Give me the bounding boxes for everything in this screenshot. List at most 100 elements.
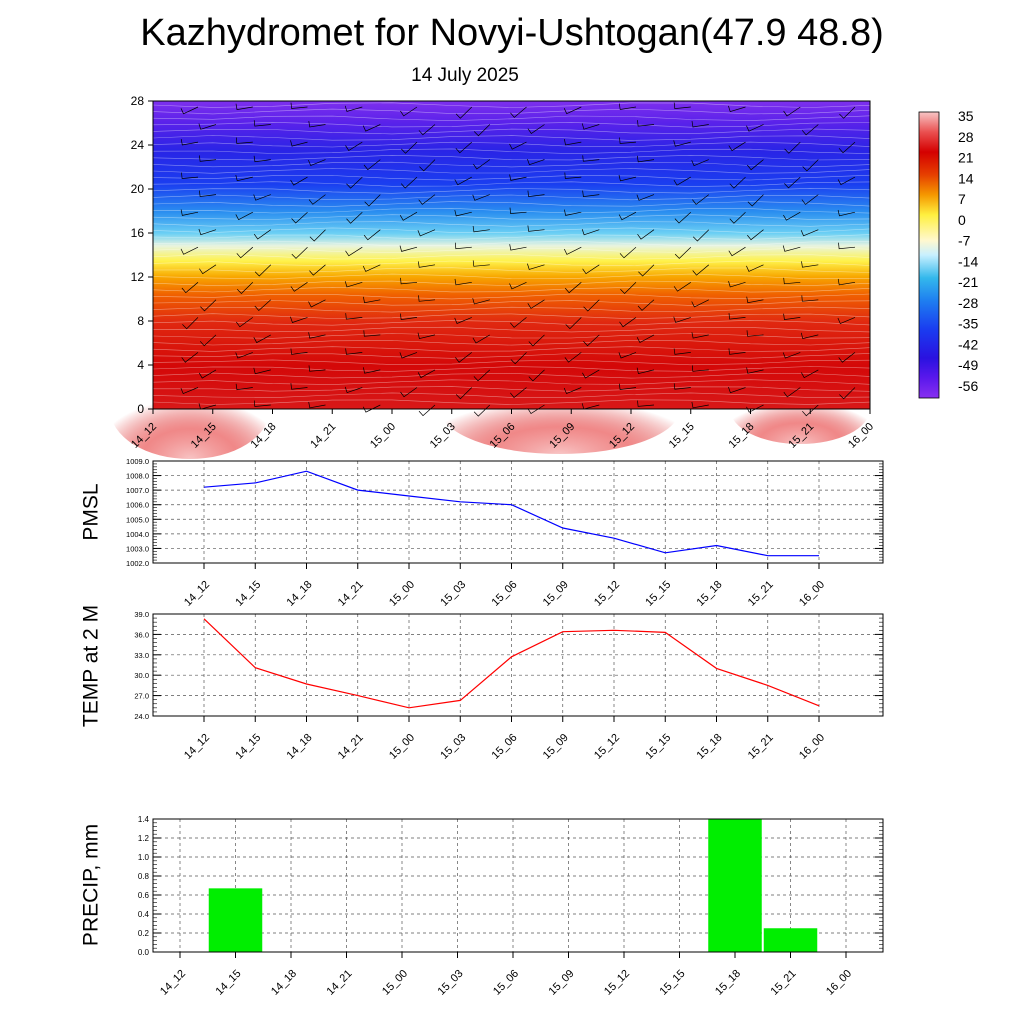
- contour-line: [152, 168, 871, 174]
- wind-barb: [637, 299, 655, 311]
- wind-barb: [308, 159, 326, 167]
- wind-barb: [418, 194, 436, 205]
- temp-panel: 24.0 27.0 30.0 33.0 36.0 39.0 14_12 14_15 14_18 1…: [80, 605, 884, 762]
- wind-barb: [691, 159, 709, 167]
- contour-line: [152, 154, 871, 161]
- wind-barb: [839, 106, 856, 119]
- wind-barb: [401, 141, 418, 154]
- wind-barb: [509, 244, 527, 251]
- x-tick-label: 14_15: [214, 968, 244, 998]
- wind-barb: [472, 260, 490, 267]
- wind-barb: [510, 317, 527, 328]
- contour-line: [152, 340, 871, 346]
- colorbar-label: -14: [958, 253, 978, 269]
- wind-barb: [618, 211, 637, 221]
- wind-barb: [454, 242, 472, 250]
- contour-line: [152, 207, 871, 214]
- temp-series: [203, 618, 820, 709]
- contour-line: [152, 247, 871, 254]
- x-tick-label: 15_03: [438, 732, 468, 762]
- y-tick-label: 36.0: [134, 630, 149, 639]
- wind-barb: [198, 123, 217, 130]
- y-tick-label: 33.0: [134, 651, 149, 660]
- wind-barb: [691, 401, 709, 409]
- colorbar-label: 21: [958, 150, 974, 166]
- wind-barb: [618, 352, 637, 359]
- x-tick-label: 15_12: [602, 968, 632, 998]
- contour-line: [152, 148, 871, 155]
- wind-barb: [454, 317, 472, 324]
- wind-barb: [564, 172, 582, 179]
- colorbar-label: -56: [958, 378, 978, 394]
- wind-barb: [837, 317, 856, 325]
- x-tick-label: 14_21: [336, 732, 366, 762]
- wind-barb: [581, 228, 600, 236]
- y-tick-label: 24.0: [134, 712, 149, 721]
- wind-barb: [527, 124, 545, 134]
- x-tick-label: 15_06: [490, 579, 520, 609]
- wind-barb: [784, 176, 801, 189]
- x-tick-label: 15_21: [769, 968, 799, 998]
- temp-frame: [152, 613, 884, 717]
- wind-barb: [510, 387, 527, 398]
- x-tick-label: 14_18: [269, 968, 299, 998]
- wind-barb: [527, 299, 545, 309]
- contour-line: [152, 353, 871, 359]
- wind-barb: [509, 141, 527, 150]
- wind-barb: [636, 194, 655, 201]
- colorbar-label: -21: [958, 274, 978, 290]
- wind-barb: [783, 387, 801, 398]
- contour-line: [152, 333, 871, 339]
- wind-barb: [399, 211, 418, 221]
- wind-barb: [253, 229, 272, 240]
- wind-barb: [454, 176, 472, 186]
- wind-barb: [637, 120, 655, 127]
- wind-barb: [400, 277, 418, 285]
- wind-barb: [290, 348, 308, 355]
- wind-barb: [691, 121, 709, 128]
- precip-bar: [708, 819, 762, 952]
- colorbar-ramp: [918, 111, 940, 399]
- wind-barb: [345, 141, 363, 151]
- wind-barb: [527, 263, 545, 270]
- precip-panel: 0.0 0.2 0.4 0.6 0.8 1.0 1.2 1.4 14_12 14_15 14_18 1…: [80, 815, 884, 998]
- wind-barb: [180, 246, 199, 255]
- wind-barb: [784, 141, 801, 154]
- y-tick-label: 1.4: [138, 815, 150, 824]
- colorbar-label: -28: [958, 295, 978, 311]
- y-tick-label: 20: [131, 182, 145, 196]
- wind-barb: [254, 264, 272, 277]
- contour-line: [152, 174, 871, 181]
- wind-barb: [800, 229, 819, 237]
- wind-barb: [527, 158, 545, 166]
- wind-barb: [581, 123, 600, 130]
- x-tick-label: 15_15: [658, 968, 688, 998]
- cross-section-fill: [153, 101, 870, 409]
- wind-barb: [563, 106, 582, 115]
- wind-barb: [583, 299, 600, 312]
- wind-barb: [235, 383, 253, 391]
- wind-barb: [291, 246, 308, 259]
- wind-barb: [236, 317, 254, 328]
- wind-barb: [417, 332, 436, 340]
- wind-barb: [783, 277, 801, 285]
- wind-barb: [692, 194, 710, 205]
- wind-barb: [290, 282, 308, 292]
- wind-barb: [180, 106, 199, 115]
- colorbar-label: -35: [958, 316, 978, 332]
- precip-bar: [763, 928, 818, 952]
- wind-barb: [181, 172, 199, 179]
- contour-line: [152, 326, 871, 333]
- wind-barb: [673, 316, 691, 323]
- wind-barb: [563, 246, 582, 255]
- page-subtitle: 14 July 2025: [411, 65, 519, 86]
- wind-barb: [454, 210, 472, 217]
- wind-barb: [344, 281, 363, 288]
- y-tick-label: 24: [131, 138, 145, 152]
- wind-barb: [801, 194, 819, 205]
- wind-barb: [728, 313, 746, 320]
- wind-barb: [564, 352, 582, 363]
- wind-barb: [180, 209, 199, 216]
- wind-barb: [417, 229, 436, 237]
- x-tick-label: 16_00: [824, 968, 854, 998]
